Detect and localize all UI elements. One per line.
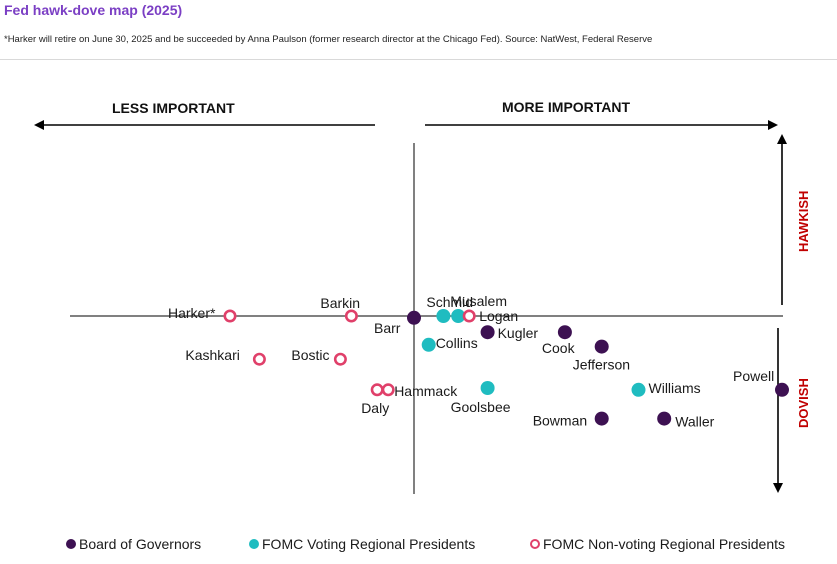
point-cook (557, 325, 572, 340)
label-goolsbee: Goolsbee (451, 399, 511, 415)
label-daly: Daly (361, 400, 389, 416)
label-hammack: Hammack (394, 383, 458, 399)
legend-item-voting: FOMC Voting Regional Presidents (249, 536, 475, 552)
point-daly (370, 383, 384, 397)
label-waller: Waller (675, 414, 714, 430)
label-logan: Logan (479, 308, 518, 324)
voting-marker-icon (249, 539, 259, 550)
point-barr (407, 310, 421, 325)
legend-label-governors: Board of Governors (79, 536, 202, 552)
more-important-label: MORE IMPORTANT (502, 99, 631, 115)
label-kashkari: Kashkari (185, 347, 239, 363)
point-kugler (480, 325, 495, 340)
label-cook: Cook (542, 340, 576, 356)
legend-label-voting: FOMC Voting Regional Presidents (262, 536, 476, 552)
legend-label-nonvoting: FOMC Non-voting Regional Presidents (543, 536, 785, 552)
point-bostic (333, 352, 347, 366)
page-title: Fed hawk-dove map (2025) (4, 2, 183, 18)
point-powell (775, 382, 789, 397)
point-goolsbee (480, 381, 495, 395)
footnote-source: *Harker will retire on June 30, 2025 and… (4, 34, 653, 45)
governors-marker-icon (66, 539, 76, 550)
legend-item-governors: Board of Governors (66, 536, 201, 552)
point-harker (223, 309, 237, 323)
point-barkin (344, 309, 358, 323)
label-barkin: Barkin (320, 295, 360, 311)
hawkish-label: HAWKISH (796, 191, 811, 252)
point-kashkari (252, 352, 266, 366)
nonvoting-marker-icon (530, 539, 540, 550)
legend: Board of Governors FOMC Voting Regional … (0, 536, 837, 556)
header-divider (0, 59, 837, 60)
less-important-label: LESS IMPORTANT (112, 100, 235, 116)
label-barr: Barr (374, 320, 401, 336)
label-bostic: Bostic (291, 347, 329, 363)
label-kugler: Kugler (498, 325, 539, 341)
point-schmid (436, 309, 451, 323)
point-jefferson (594, 339, 609, 354)
point-waller (657, 411, 672, 426)
label-musalem: Musalem (450, 293, 507, 309)
label-williams: Williams (649, 380, 701, 396)
point-musalem (451, 309, 466, 323)
label-schmid: Schmid (426, 294, 473, 310)
scatter-points (223, 309, 789, 426)
point-hammack (381, 383, 395, 397)
point-collins (421, 337, 436, 352)
label-jefferson: Jefferson (573, 357, 630, 373)
point-bowman (594, 411, 609, 426)
label-bowman: Bowman (533, 413, 587, 429)
point-williams (631, 382, 646, 397)
dovish-label: DOVISH (796, 378, 811, 428)
legend-item-nonvoting: FOMC Non-voting Regional Presidents (530, 536, 785, 552)
label-harker: Harker* (168, 305, 216, 321)
point-logan (462, 309, 476, 323)
label-collins: Collins (436, 335, 478, 351)
label-powell: Powell (733, 368, 774, 384)
